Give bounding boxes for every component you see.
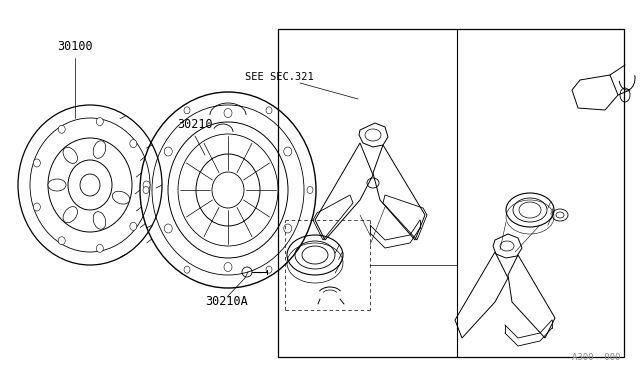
Ellipse shape (58, 237, 65, 245)
Ellipse shape (112, 191, 130, 204)
Ellipse shape (93, 212, 106, 229)
Ellipse shape (48, 179, 66, 191)
Ellipse shape (130, 222, 137, 230)
Text: 30210: 30210 (177, 118, 213, 131)
Ellipse shape (284, 147, 292, 156)
Ellipse shape (143, 186, 149, 193)
Ellipse shape (224, 263, 232, 272)
Ellipse shape (130, 140, 137, 148)
Ellipse shape (164, 224, 172, 233)
Ellipse shape (33, 203, 40, 211)
Ellipse shape (184, 107, 190, 114)
Ellipse shape (33, 159, 40, 167)
Ellipse shape (96, 244, 103, 252)
Text: 30210A: 30210A (205, 295, 248, 308)
Ellipse shape (266, 107, 272, 114)
Text: 30100: 30100 (57, 40, 93, 53)
Ellipse shape (96, 118, 103, 126)
Ellipse shape (307, 186, 313, 193)
Text: A300  000: A300 000 (572, 353, 620, 362)
Ellipse shape (63, 147, 77, 163)
Ellipse shape (63, 206, 77, 223)
Ellipse shape (224, 109, 232, 118)
Ellipse shape (48, 138, 132, 232)
Ellipse shape (164, 147, 172, 156)
Ellipse shape (93, 141, 106, 158)
Ellipse shape (143, 181, 150, 189)
Ellipse shape (184, 266, 190, 273)
Ellipse shape (284, 224, 292, 233)
Ellipse shape (58, 125, 65, 133)
Text: SEE SEC.321: SEE SEC.321 (245, 72, 314, 82)
Ellipse shape (266, 266, 272, 273)
